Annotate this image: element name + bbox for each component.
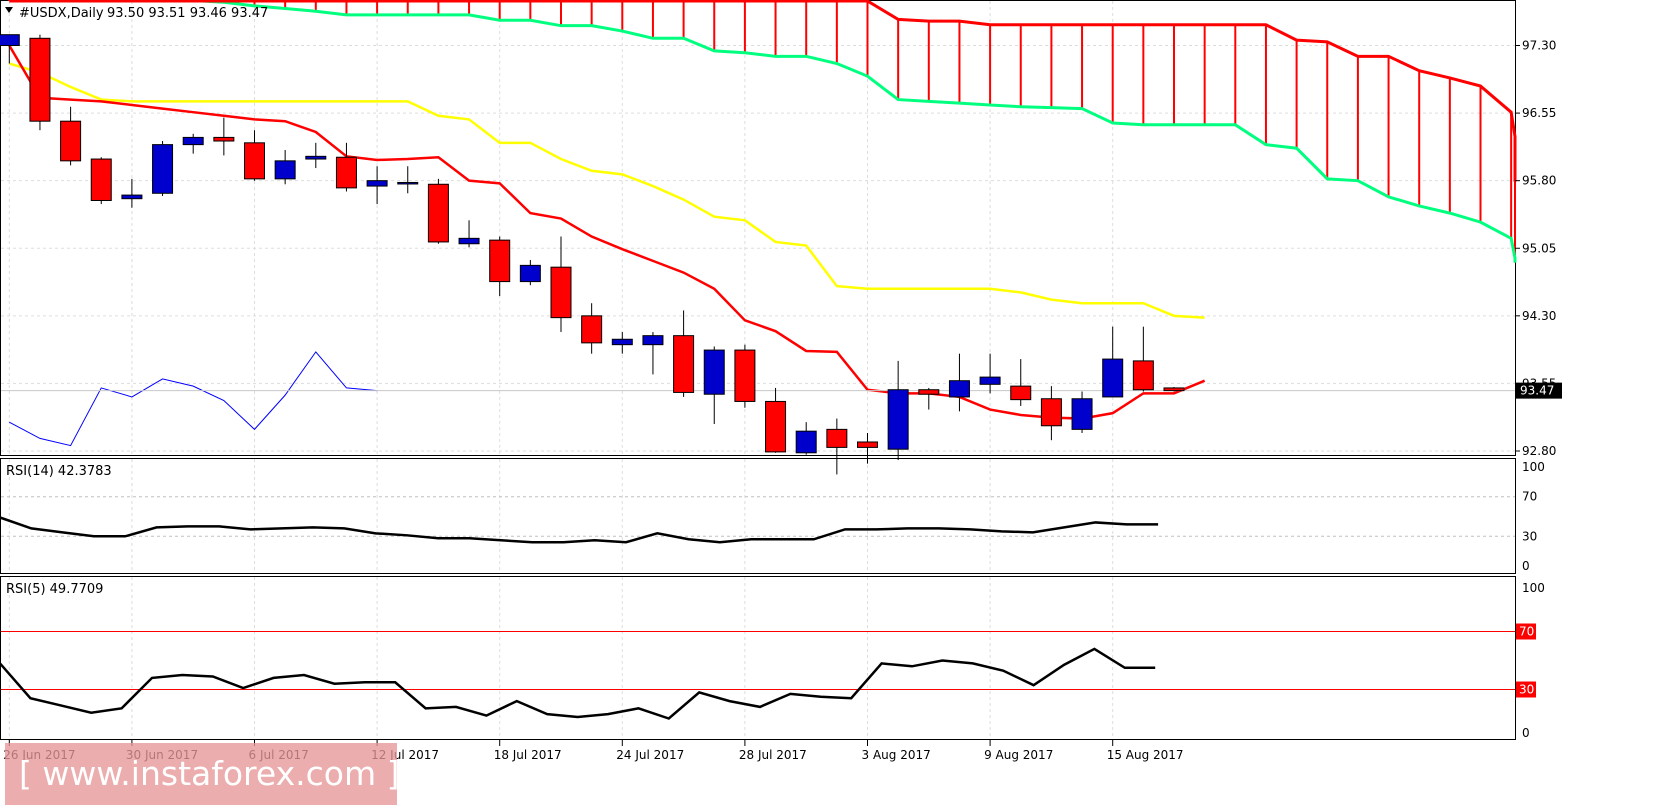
rsi5-panel-frame (0, 576, 1516, 740)
main-y-tick-label: 92.80 (1522, 444, 1556, 458)
last-price-tag (1516, 382, 1562, 399)
rsi14-panel-frame (0, 458, 1516, 574)
candle-body (29, 37, 51, 122)
instaforex-watermark: [ www.instaforex.com ] (5, 743, 399, 805)
candle-body (1071, 398, 1093, 430)
senkou-span-b-line (9, 0, 1517, 182)
rsi14-y-tick-label: 0 (1522, 559, 1530, 573)
rsi5-y-tick-label: 100 (1522, 581, 1545, 595)
candle-body (1010, 385, 1032, 401)
rsi5-line (0, 647, 1156, 720)
candle-body (734, 349, 756, 402)
x-tick-label: 28 Jul 2017 (739, 748, 807, 762)
rsi14-y-tick-label: 30 (1522, 529, 1537, 543)
indicator-lines (1, 44, 1515, 447)
last-price-label: 93.47 (1520, 384, 1554, 398)
rsi5-level-label: 70 (1519, 625, 1534, 639)
candle-body (489, 239, 511, 283)
rsi5-level-tag (1516, 681, 1536, 698)
symbol-menu-icon[interactable] (5, 7, 13, 13)
candle-body (581, 315, 603, 344)
candle-body (152, 144, 174, 194)
candle-body (397, 181, 419, 185)
main-y-tick-label: 96.55 (1522, 106, 1556, 120)
candle-body (673, 335, 695, 393)
main-panel-frame (0, 0, 1516, 456)
ichimoku-cloud (8, 0, 1517, 263)
candle-body (121, 194, 143, 200)
candle-body (550, 266, 572, 319)
candle-body (458, 237, 480, 245)
candle-body (795, 430, 817, 454)
chikou-span-line (9, 351, 378, 447)
rsi14-y-tick-label: 70 (1522, 490, 1537, 504)
candle-body (611, 338, 633, 346)
candle-body (0, 34, 20, 47)
candle-body (642, 335, 664, 346)
x-tick-label: 24 Jul 2017 (616, 748, 684, 762)
candle-body (979, 376, 1001, 385)
chart-ohlc: 93.50 93.51 93.46 93.47 (107, 6, 268, 21)
candle-body (948, 380, 970, 398)
candle-body (1040, 398, 1062, 427)
chart-symbol: #USDX,Daily (19, 6, 104, 21)
candle-body (918, 389, 940, 395)
candle-body (335, 156, 357, 189)
candle-body (213, 136, 235, 142)
candle-body (519, 264, 541, 283)
x-tick-label: 15 Aug 2017 (1107, 748, 1184, 762)
kijun-sen-line (8, 62, 1205, 319)
main-y-tick-label: 95.80 (1522, 174, 1556, 188)
rsi14-line (0, 516, 1159, 544)
x-tick-label: 3 Aug 2017 (862, 748, 931, 762)
candle-body (826, 428, 848, 448)
candle-body (305, 155, 327, 160)
rsi-panels (0, 496, 1515, 720)
main-y-tick-label: 97.30 (1522, 39, 1556, 53)
candles (0, 34, 1185, 475)
main-y-tick-label: 95.05 (1522, 241, 1556, 255)
candle-body (244, 142, 265, 180)
rsi14-title: RSI(14) 42.3783 (6, 464, 112, 479)
candle-body (857, 441, 878, 448)
senkou-span-a-line (160, 0, 1517, 263)
rsi5-level-label: 30 (1519, 683, 1534, 697)
candle-body (703, 349, 725, 395)
candle-body (765, 400, 787, 453)
candle-body (427, 183, 449, 243)
candle-body (182, 136, 204, 146)
candle-body (1163, 387, 1185, 392)
candle-body (274, 160, 296, 180)
main-y-tick-label: 94.30 (1522, 309, 1556, 323)
candle-body (887, 389, 909, 450)
candle-body (60, 120, 82, 162)
tenkan-sen-line (8, 44, 1206, 420)
candle-body (90, 158, 112, 201)
rsi5-level-tag (1516, 623, 1536, 640)
rsi5-title: RSI(5) 49.7709 (6, 582, 103, 597)
x-tick-label: 18 Jul 2017 (494, 748, 562, 762)
x-tick-label: 9 Aug 2017 (984, 748, 1053, 762)
candle-body (1132, 360, 1154, 391)
candle-body (1102, 358, 1124, 398)
grid-lines (1, 1, 1515, 739)
rsi14-y-tick-label: 100 (1522, 460, 1545, 474)
rsi5-y-tick-label: 0 (1522, 726, 1530, 740)
candle-body (366, 180, 388, 187)
